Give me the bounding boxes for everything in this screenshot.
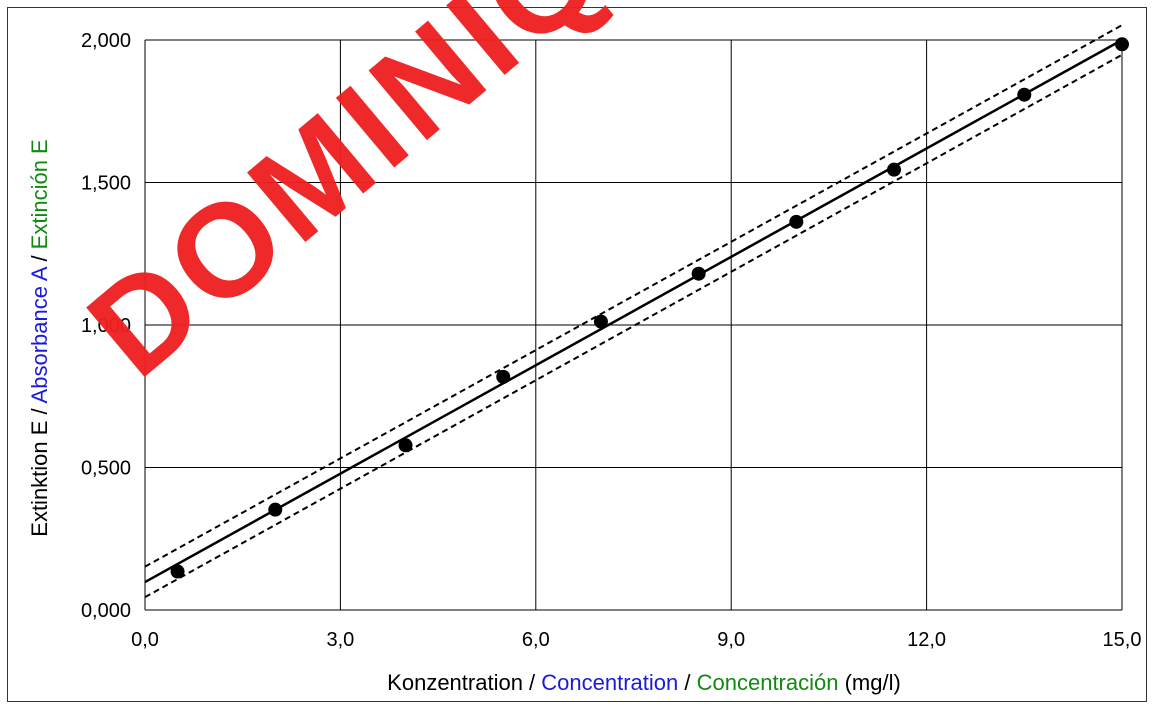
x-axis-label-part-1: / [523,670,541,695]
data-point-0 [170,564,185,579]
y-tick-label-1: 0,500 [81,458,131,480]
grid [144,39,1123,611]
x-axis-label-part-3: / [678,670,696,695]
data-point-3 [496,369,511,384]
confidence-upper-line [144,24,1123,568]
confidence-band [144,24,1123,599]
chart-frame [7,7,1147,702]
data-point-5 [691,266,706,281]
y-axis-label-part-4: Extinción E [27,139,52,249]
regression-line [144,38,1123,584]
tick-labels: 0,0 3,0 6,0 9,0 12,0 15,0 0,000 0,500 1,000 1,500… [81,30,1142,651]
data-point-8 [1017,87,1032,102]
data-point-7 [887,162,902,177]
x-axis-label-part-5: (mg/l) [838,670,900,695]
x-tick-label-1: 3,0 [326,629,354,651]
y-axis-label-part-2: Absorbance A [27,266,52,403]
y-tick-label-0: 0,000 [81,600,131,622]
data-point-6 [789,214,804,229]
data-points [170,37,1129,579]
y-axis-label: Extinktion E / Absorbance A / Extinción … [27,139,52,536]
data-point-9 [1115,37,1129,52]
data-point-2 [398,438,413,453]
y-tick-label-3: 1,500 [81,173,131,195]
y-axis-label-part-3: / [27,249,52,267]
data-point-1 [268,502,283,517]
regression [144,38,1123,584]
x-tick-label-4: 12,0 [907,629,946,651]
data-point-4 [593,314,608,329]
y-tick-label-2: 1,000 [81,315,131,337]
x-tick-label-3: 9,0 [717,629,745,651]
confidence-lower-line [144,53,1123,599]
x-axis-label-part-4: Concentración [697,670,839,695]
x-axis-label: Konzentration / Concentration / Concentr… [387,670,901,695]
x-axis-label-part-0: Konzentration [387,670,523,695]
x-tick-label-2: 6,0 [522,629,550,651]
x-axis-label-part-2: Concentration [541,670,678,695]
y-axis-label-part-0: Extinktion E [27,421,52,537]
y-tick-label-4: 2,000 [81,30,131,52]
x-tick-label-5: 15,0 [1103,629,1142,651]
x-tick-label-0: 0,0 [131,629,159,651]
y-axis-label-part-1: / [27,403,52,420]
